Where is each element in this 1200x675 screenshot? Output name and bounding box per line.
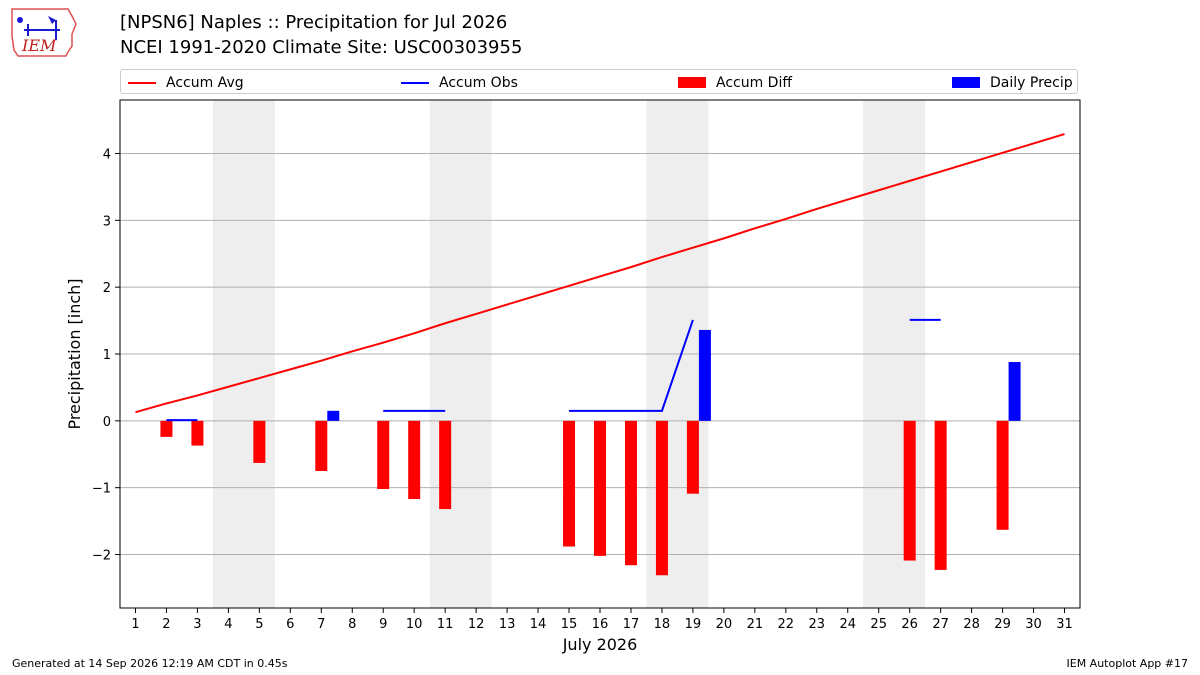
weekend-band-1 bbox=[212, 100, 275, 608]
x-tick-label-5: 5 bbox=[255, 617, 263, 632]
x-tick-label-26: 26 bbox=[901, 617, 918, 632]
chart-legend: Accum Avg Accum Obs Accum Diff Daily Pre… bbox=[120, 69, 1078, 94]
x-tick-label-6: 6 bbox=[286, 617, 294, 632]
legend-label-accum-obs: Accum Obs bbox=[439, 74, 518, 91]
x-tick-label-16: 16 bbox=[592, 617, 609, 632]
iowa-outline bbox=[11, 8, 77, 57]
x-tick-label-24: 24 bbox=[839, 617, 856, 632]
x-tick-label-25: 25 bbox=[870, 617, 887, 632]
legend-label-accum-diff: Accum Diff bbox=[716, 74, 793, 91]
y-tick-label-1: 1 bbox=[103, 348, 111, 363]
accum-diff-bar-day-15 bbox=[563, 420, 576, 547]
accum-diff-bar-day-9 bbox=[377, 420, 390, 490]
x-tick-label-1: 1 bbox=[131, 617, 139, 632]
accum-diff-bar-day-3 bbox=[191, 420, 204, 446]
y-tick-label--1: −1 bbox=[92, 482, 111, 497]
y-axis-label: Precipitation [inch] bbox=[65, 278, 84, 429]
daily-precip-bar-day-29 bbox=[1008, 362, 1021, 421]
x-tick-label-13: 13 bbox=[499, 617, 516, 632]
legend-item-accum-obs: Accum Obs bbox=[401, 70, 518, 95]
x-tick-label-28: 28 bbox=[963, 617, 980, 632]
accum-diff-bar-day-27 bbox=[934, 420, 947, 570]
daily-precip-bar-day-7 bbox=[327, 410, 340, 421]
y-tick-label-3: 3 bbox=[103, 214, 111, 229]
accum-diff-bar-day-17 bbox=[624, 420, 637, 566]
x-tick-label-18: 18 bbox=[654, 617, 671, 632]
x-tick-label-9: 9 bbox=[379, 617, 387, 632]
x-tick-label-27: 27 bbox=[932, 617, 949, 632]
legend-item-accum-avg: Accum Avg bbox=[128, 70, 244, 95]
accum-avg-line bbox=[135, 133, 1065, 414]
y-tick-label-4: 4 bbox=[103, 147, 111, 162]
legend-label-daily-precip: Daily Precip bbox=[990, 74, 1073, 91]
x-tick-label-12: 12 bbox=[468, 617, 485, 632]
plot-frame bbox=[119, 99, 1081, 609]
accum-obs-line-segment-3 bbox=[569, 319, 694, 412]
y-tick-label-0: 0 bbox=[103, 415, 111, 430]
legend-swatch-accum-avg bbox=[128, 81, 156, 84]
y-tick-label--2: −2 bbox=[92, 549, 111, 564]
x-tick-label-7: 7 bbox=[317, 617, 325, 632]
accum-diff-bar-day-2 bbox=[160, 420, 173, 437]
x-tick-label-21: 21 bbox=[747, 617, 764, 632]
weekend-band-3 bbox=[646, 100, 709, 608]
weekend-band-2 bbox=[429, 100, 492, 608]
accum-diff-bar-day-5 bbox=[253, 420, 266, 463]
x-tick-label-31: 31 bbox=[1056, 617, 1073, 632]
x-tick-label-23: 23 bbox=[809, 617, 826, 632]
accum-diff-bar-day-7 bbox=[315, 420, 328, 471]
x-axis-label: July 2026 bbox=[562, 635, 638, 654]
x-tick-label-10: 10 bbox=[406, 617, 423, 632]
daily-precip-bar-day-19 bbox=[698, 329, 711, 421]
accum-diff-bar-day-11 bbox=[439, 420, 452, 510]
x-tick-label-19: 19 bbox=[685, 617, 702, 632]
plot-area bbox=[120, 100, 1080, 608]
chart-title: [NPSN6] Naples :: Precipitation for Jul … bbox=[120, 12, 508, 33]
accum-diff-bar-day-26 bbox=[903, 420, 916, 561]
logo-text: IEM bbox=[21, 36, 57, 55]
generated-timestamp: Generated at 14 Sep 2026 12:19 AM CDT in… bbox=[12, 657, 288, 670]
legend-label-accum-avg: Accum Avg bbox=[166, 74, 244, 91]
x-tick-label-15: 15 bbox=[561, 617, 578, 632]
x-tick-label-14: 14 bbox=[530, 617, 547, 632]
legend-swatch-accum-diff bbox=[678, 77, 706, 88]
accum-diff-bar-day-29 bbox=[996, 420, 1009, 530]
x-tick-label-22: 22 bbox=[778, 617, 795, 632]
accum-diff-bar-day-19 bbox=[686, 420, 699, 494]
x-tick-label-4: 4 bbox=[224, 617, 232, 632]
legend-swatch-accum-obs bbox=[401, 81, 429, 84]
weekend-band-4 bbox=[863, 100, 926, 608]
chart-subtitle: NCEI 1991-2020 Climate Site: USC00303955 bbox=[120, 37, 523, 58]
accum-diff-bar-day-10 bbox=[408, 420, 421, 500]
x-tick-label-8: 8 bbox=[348, 617, 356, 632]
legend-item-accum-diff: Accum Diff bbox=[678, 70, 792, 95]
legend-item-daily-precip: Daily Precip bbox=[952, 70, 1073, 95]
x-tick-label-3: 3 bbox=[193, 617, 201, 632]
x-tick-label-29: 29 bbox=[994, 617, 1011, 632]
x-tick-label-2: 2 bbox=[162, 617, 170, 632]
accum-diff-bar-day-18 bbox=[655, 420, 668, 576]
x-tick-label-11: 11 bbox=[437, 617, 454, 632]
x-tick-label-20: 20 bbox=[716, 617, 733, 632]
iem-logo: IEM bbox=[11, 8, 77, 57]
y-tick-label-2: 2 bbox=[103, 281, 111, 296]
app-credit: IEM Autoplot App #17 bbox=[1066, 657, 1189, 670]
x-tick-label-30: 30 bbox=[1025, 617, 1042, 632]
x-tick-label-17: 17 bbox=[623, 617, 640, 632]
accum-diff-bar-day-16 bbox=[594, 420, 606, 556]
legend-swatch-daily-precip bbox=[952, 77, 980, 88]
